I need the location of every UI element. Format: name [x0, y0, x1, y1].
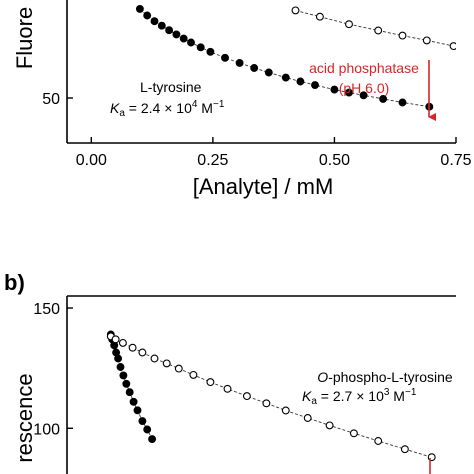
panel-b-y-tick-label: 100	[33, 421, 60, 438]
panel-a-point-filled	[196, 43, 205, 52]
ka-unit: M	[389, 388, 405, 404]
panel-a-point-filled	[296, 77, 305, 86]
panel-b-point-filled	[138, 417, 147, 426]
annotation-ph: (pH 6.0)	[339, 80, 390, 96]
panel-a-point-filled	[330, 85, 339, 94]
panel-b-y-axis-label: rescence	[12, 373, 37, 462]
panel-b-point-open	[325, 421, 334, 430]
panel-b-point-open	[111, 335, 120, 344]
ka-unit-exponent: −1	[213, 99, 225, 110]
panel-b-point-open	[281, 406, 290, 415]
annotation-ka-tyrosine: Ka = 2.4 × 104 M−1	[110, 99, 225, 119]
panel-b-point-open	[162, 359, 171, 368]
panel-a-point-filled	[359, 91, 368, 100]
panel-b-point-filled	[148, 435, 157, 444]
o-phospho-text: -phospho-L-tyrosine	[328, 369, 453, 385]
annotation-ka-phospho: Ka = 2.7 × 103 M−1	[302, 387, 417, 407]
panel-b-point-open	[206, 378, 215, 387]
ka-subscript: a	[311, 396, 317, 407]
panel-a-point-filled	[264, 68, 273, 77]
panel-a-x-tick-label: 0.50	[319, 152, 350, 169]
ka-exponent: 3	[384, 387, 390, 398]
panel-a-point-open	[422, 36, 431, 45]
annotation-acid-phosphatase: acid phosphatase	[309, 60, 419, 76]
panel-b-point-filled	[125, 388, 134, 397]
panel-b-point-filled	[143, 425, 152, 434]
panel-a-point-open	[398, 31, 407, 40]
panel-b-label: b)	[4, 270, 25, 295]
panel-b-point-filled	[116, 363, 125, 371]
panel-a-point-filled	[187, 38, 195, 47]
panel-b-point-open	[262, 399, 271, 408]
panel-b-point-filled	[133, 406, 142, 415]
panel-a-point-filled	[179, 34, 188, 43]
o-prefix: O	[317, 369, 328, 385]
panel-b-point-open	[400, 445, 409, 454]
panel-a-point-filled	[311, 81, 319, 90]
panel-b-point-open	[128, 343, 137, 352]
panel-a-point-open	[345, 20, 353, 29]
panel-a-point-open	[315, 12, 324, 21]
ka-symbol: K	[302, 388, 312, 404]
panel-a: 0.00 0.25 0.50 0.75 50 Fluore [Analyte] / m…	[12, 0, 472, 199]
panel-a-point-filled	[345, 88, 353, 97]
panel-a-point-filled	[206, 47, 215, 56]
panel-a-x-tick-label: 0.75	[440, 152, 471, 169]
panel-a-x-tick-label: 0.00	[76, 152, 107, 169]
ka-unit-exponent: −1	[405, 387, 417, 398]
panel-a-point-filled	[250, 64, 259, 72]
panel-a-x-axis-label: [Analyte] / mM	[193, 174, 334, 199]
panel-b-point-open	[223, 384, 232, 393]
annotation-l-tyrosine: L-tyrosine	[140, 79, 202, 95]
panel-b-point-filled	[114, 354, 123, 363]
panel-b-point-filled	[122, 379, 131, 388]
panel-a-y-tick-label: 50	[42, 91, 60, 108]
panel-a-point-filled	[398, 98, 407, 107]
panel-a-point-filled	[150, 17, 159, 26]
ka-exponent: 4	[192, 99, 198, 110]
panel-b-point-open	[374, 437, 383, 445]
ka-subscript: a	[119, 108, 125, 119]
panel-b-point-open	[138, 348, 147, 357]
panel-b-point-open	[150, 354, 159, 363]
panel-b-y-tick-label: 150	[33, 301, 60, 318]
panel-b-point-open	[349, 429, 358, 438]
panel-a-point-filled	[281, 73, 290, 82]
panel-b-point-open	[303, 414, 312, 422]
panel-a-point-open	[449, 42, 456, 51]
panel-b-point-filled	[119, 371, 128, 380]
panel-b-point-open	[118, 338, 127, 347]
panel-a-point-open	[374, 26, 383, 35]
panel-b-point-open	[189, 370, 198, 379]
panel-b-point-filled	[129, 397, 138, 406]
ka-symbol: K	[110, 100, 120, 116]
panel-a-point-filled	[143, 11, 152, 20]
panel-a-y-axis-label: Fluore	[12, 7, 37, 69]
panel-a-point-filled	[235, 58, 244, 67]
ka-value: = 2.4 × 10	[125, 100, 192, 116]
ka-value: = 2.7 × 10	[317, 388, 384, 404]
panel-b-point-open	[242, 392, 251, 401]
panel-a-point-filled	[172, 30, 181, 39]
panel-a-point-open	[291, 6, 300, 15]
panel-b-point-open	[174, 364, 183, 373]
panel-a-fit-curve-1	[139, 8, 430, 108]
panel-a-point-filled	[221, 53, 229, 62]
annotation-o-phospho: O-phospho-L-tyrosine	[317, 369, 453, 385]
panel-a-x-tick-label: 0.25	[197, 152, 228, 169]
panel-a-point-filled	[135, 4, 144, 13]
ka-unit: M	[197, 100, 213, 116]
panel-a-point-filled	[379, 94, 388, 103]
panel-a-point-filled	[165, 26, 174, 35]
panel-a-point-filled	[157, 21, 166, 30]
